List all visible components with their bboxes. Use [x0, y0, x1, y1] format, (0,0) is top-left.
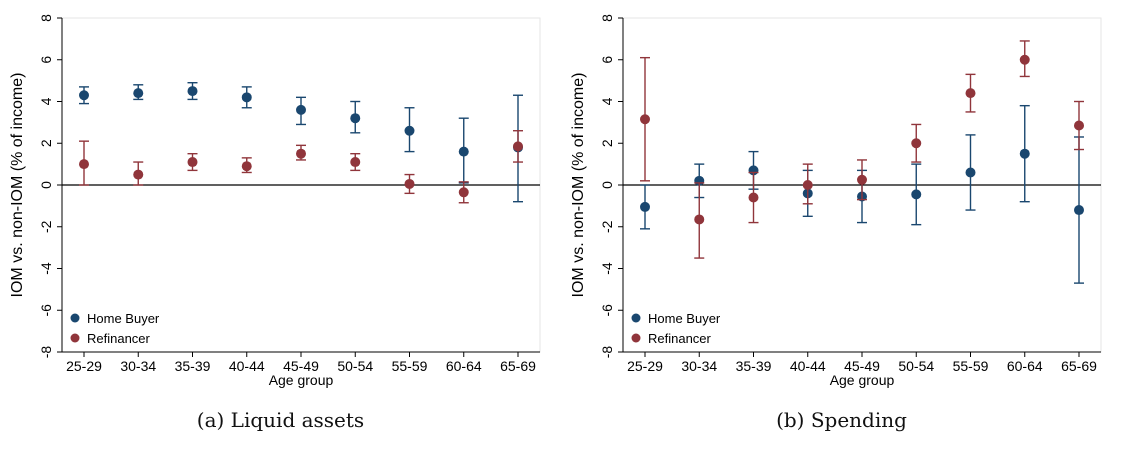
- legend-marker: [631, 313, 641, 323]
- legend: Home Buyer Refinancer: [70, 311, 160, 346]
- x-tick-label: 25-29: [66, 358, 102, 374]
- data-point: [404, 178, 415, 189]
- data-point: [640, 114, 650, 125]
- y-tick-label: 6: [599, 56, 615, 64]
- y-tick-label: -4: [599, 262, 615, 275]
- data-point: [694, 214, 705, 225]
- series-refinancer: [79, 130, 523, 204]
- liquid-assets-chart: 8 6 4 2 0 -2 -4 -6 -8 25-29 30-34 35-39 40-44 45-49 50…: [9, 14, 541, 388]
- data-point: [857, 174, 867, 185]
- chart-caption: (a) Liquid assets: [196, 408, 365, 432]
- data-point: [802, 180, 813, 190]
- y-tick-label: -4: [38, 262, 54, 275]
- x-tick-label: 65-69: [1061, 358, 1097, 374]
- data-point: [748, 192, 759, 203]
- data-point: [241, 92, 252, 103]
- x-axis-title: Age group: [269, 372, 334, 388]
- y-axis-title: IOM vs. non-IOM (% of income): [9, 73, 26, 298]
- data-point: [404, 125, 415, 136]
- x-tick-label: 55-59: [392, 358, 428, 374]
- y-tick-label: -6: [38, 304, 54, 317]
- x-tick-label: 25-29: [627, 358, 663, 374]
- y-tick-label: 8: [599, 14, 615, 22]
- x-tick-label: 35-39: [175, 358, 211, 374]
- data-point: [458, 146, 469, 157]
- series-home-buyer: [640, 104, 1084, 284]
- legend-marker: [70, 313, 80, 323]
- data-point: [187, 157, 198, 168]
- y-tick-label: 4: [599, 97, 615, 105]
- legend-marker: [70, 333, 80, 343]
- x-tick-label: 30-34: [681, 358, 717, 374]
- chart-panel-spending: 8 6 4 2 0 -2 -4 -6 -8 25-29 30-34 35-39 40-44 45-49 50…: [561, 0, 1122, 452]
- y-tick-label: -2: [38, 220, 54, 233]
- data-point: [133, 169, 144, 180]
- y-tick-label: 6: [38, 56, 54, 64]
- data-point: [1019, 54, 1030, 65]
- x-tick-label: 45-49: [283, 358, 319, 374]
- chart-caption: (b) Spending: [776, 408, 907, 432]
- y-tick-label: 8: [38, 14, 54, 22]
- data-point: [296, 148, 306, 159]
- spending-chart: 8 6 4 2 0 -2 -4 -6 -8 25-29 30-34 35-39 40-44 45-49 50…: [570, 14, 1102, 388]
- data-point: [1074, 205, 1084, 216]
- y-axis-title: IOM vs. non-IOM (% of income): [570, 73, 587, 298]
- data-point: [965, 88, 976, 99]
- y-tick-label: 2: [599, 139, 615, 147]
- y-tick-label: -8: [38, 346, 54, 359]
- legend: Home Buyer Refinancer: [631, 311, 721, 346]
- x-tick-label: 50-54: [898, 358, 934, 374]
- x-tick-label: 40-44: [790, 358, 826, 374]
- x-tick-label: 35-39: [736, 358, 772, 374]
- data-point: [79, 90, 89, 101]
- x-tick-label: 45-49: [844, 358, 880, 374]
- y-tick-label: 0: [599, 181, 615, 189]
- data-point: [1019, 148, 1030, 159]
- x-tick-label: 55-59: [953, 358, 989, 374]
- x-tick-label: 40-44: [229, 358, 265, 374]
- data-point: [640, 201, 650, 212]
- x-tick-label: 30-34: [120, 358, 156, 374]
- data-point: [1074, 120, 1084, 131]
- data-point: [187, 86, 198, 97]
- x-axis-title: Age group: [830, 372, 895, 388]
- x-tick-label: 60-64: [1007, 358, 1043, 374]
- y-tick-label: 4: [38, 97, 54, 105]
- legend-marker: [631, 333, 641, 343]
- data-point: [133, 88, 144, 99]
- legend-label: Home Buyer: [87, 311, 160, 326]
- y-tick-label: -2: [599, 220, 615, 233]
- data-point: [350, 157, 361, 168]
- data-point: [350, 113, 361, 124]
- data-point: [79, 159, 89, 170]
- x-tick-label: 65-69: [500, 358, 536, 374]
- x-tick-label: 60-64: [446, 358, 482, 374]
- data-point: [911, 138, 922, 149]
- legend-label: Refinancer: [648, 331, 712, 346]
- y-tick-label: 0: [38, 181, 54, 189]
- legend-label: Refinancer: [87, 331, 151, 346]
- data-point: [458, 187, 469, 198]
- legend-label: Home Buyer: [648, 311, 721, 326]
- y-tick-label: 2: [38, 139, 54, 147]
- chart-panel-liquid-assets: 8 6 4 2 0 -2 -4 -6 -8 25-29 30-34 35-39 40-44 45-49 50…: [9, 14, 541, 432]
- series-refinancer: [640, 40, 1084, 259]
- y-tick-label: -8: [599, 346, 615, 359]
- x-tick-label: 50-54: [337, 358, 373, 374]
- data-point: [241, 161, 252, 172]
- data-point: [911, 189, 922, 200]
- data-point: [513, 141, 523, 152]
- y-tick-label: -6: [599, 304, 615, 317]
- data-point: [296, 104, 306, 115]
- data-point: [965, 167, 976, 178]
